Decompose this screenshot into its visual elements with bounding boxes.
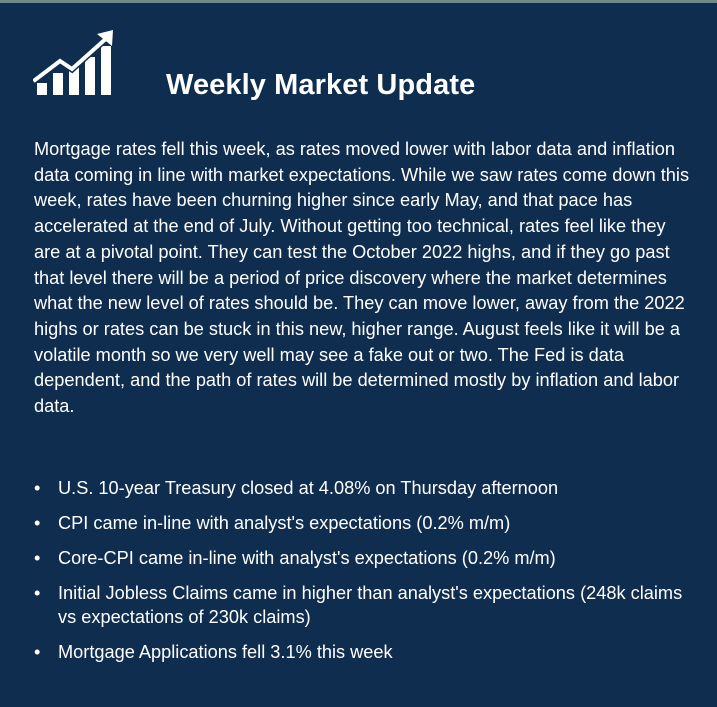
list-item: • Mortgage Applications fell 3.1% this w… bbox=[34, 640, 694, 664]
bullet-marker: • bbox=[34, 478, 41, 498]
list-item-text: U.S. 10-year Treasury closed at 4.08% on… bbox=[58, 478, 559, 498]
list-item-text: CPI came in-line with analyst's expectat… bbox=[58, 513, 511, 533]
bullet-marker: • bbox=[34, 583, 41, 603]
growth-chart-icon bbox=[33, 30, 114, 95]
page-title: Weekly Market Update bbox=[166, 69, 476, 101]
bullet-marker: • bbox=[34, 548, 41, 568]
highlights-list: • U.S. 10-year Treasury closed at 4.08% … bbox=[34, 476, 694, 675]
list-item: • Core-CPI came in-line with analyst's e… bbox=[34, 546, 694, 570]
list-item-text: Initial Jobless Claims came in higher th… bbox=[58, 583, 683, 627]
list-item: • CPI came in-line with analyst's expect… bbox=[34, 511, 694, 535]
list-item-text: Mortgage Applications fell 3.1% this wee… bbox=[58, 642, 393, 662]
list-item: • U.S. 10-year Treasury closed at 4.08% … bbox=[34, 476, 694, 500]
bullet-marker: • bbox=[34, 513, 41, 533]
bullet-marker: • bbox=[34, 642, 41, 662]
list-item: • Initial Jobless Claims came in higher … bbox=[34, 581, 694, 629]
market-summary-paragraph: Mortgage rates fell this week, as rates … bbox=[34, 139, 690, 417]
list-item-text: Core-CPI came in-line with analyst's exp… bbox=[58, 548, 556, 568]
